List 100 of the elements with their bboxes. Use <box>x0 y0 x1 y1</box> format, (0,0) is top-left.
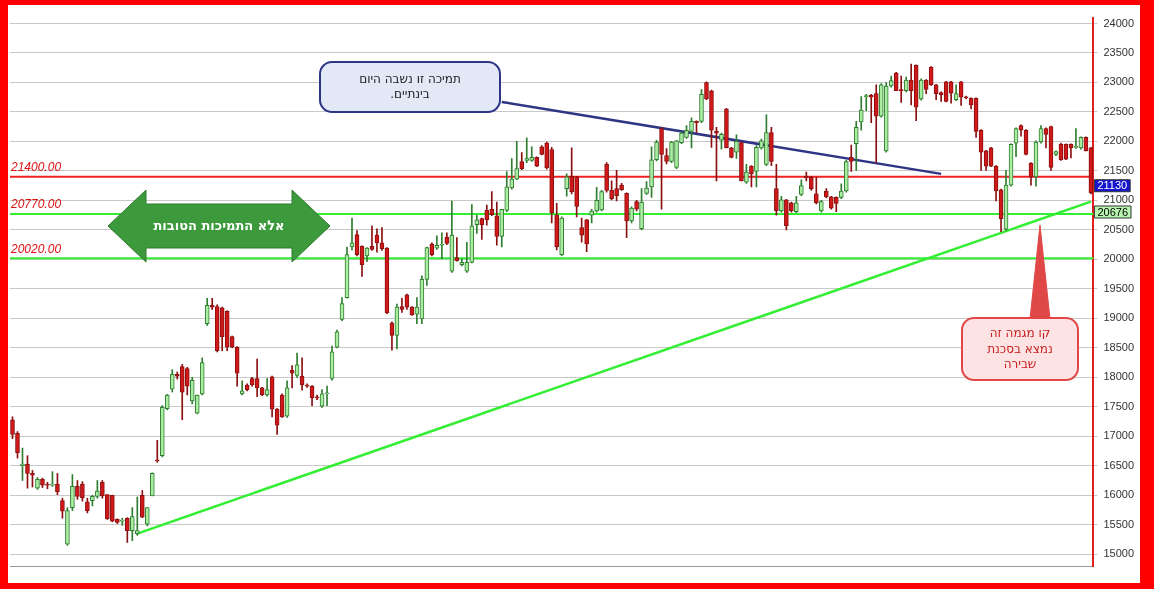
ref-line-label: 21400.00 <box>10 160 62 175</box>
candlestick <box>634 200 639 212</box>
y-tick-label: 24000 <box>1103 16 1135 29</box>
candlestick <box>474 214 480 234</box>
candlestick <box>594 187 599 213</box>
speech-bubble: קו מגמה זה נמצא בסכנת שבירה <box>961 224 1079 381</box>
candlestick <box>10 416 15 439</box>
y-tick-label: 20500 <box>1103 222 1135 235</box>
candlestick <box>754 145 759 188</box>
candlestick <box>729 147 734 159</box>
candlestick <box>50 471 55 487</box>
candlestick <box>559 216 565 257</box>
candlestick <box>749 165 754 188</box>
candlestick <box>30 470 35 488</box>
candlestick <box>659 126 664 210</box>
candlestick <box>80 481 85 502</box>
candlestick <box>105 494 110 520</box>
candlestick <box>65 507 70 546</box>
candlestick <box>609 180 614 201</box>
y-tick-label: 15000 <box>1103 547 1135 560</box>
candlestick <box>654 139 659 162</box>
candlestick <box>813 177 819 205</box>
candlestick <box>624 192 629 238</box>
candlestick <box>75 480 80 500</box>
candlestick <box>868 93 874 123</box>
candlestick <box>574 175 579 218</box>
candlestick <box>134 496 140 536</box>
candlestick <box>619 182 624 191</box>
candlestick <box>789 201 794 213</box>
candlestick <box>818 200 824 213</box>
y-tick-label: 17000 <box>1103 429 1135 442</box>
speech-bubble: תמיכה זו נשבה היום בינתיים. <box>319 61 501 113</box>
candlestick <box>529 146 535 162</box>
candlestick <box>139 490 145 518</box>
y-tick-label: 23000 <box>1103 75 1135 88</box>
candlestick <box>799 179 804 197</box>
ref-line-label: 20020.00 <box>10 241 62 256</box>
y-tick-label: 18000 <box>1103 370 1135 383</box>
candlestick <box>784 198 789 231</box>
candlestick <box>639 188 644 231</box>
candlestick <box>769 126 774 166</box>
y-tick-label: 23500 <box>1103 46 1135 59</box>
y-tick-label: 21500 <box>1103 163 1135 176</box>
candlestick <box>40 477 45 488</box>
candlestick <box>714 126 719 182</box>
annotation: תמיכה זו נשבה היום בינתיים. <box>359 71 461 102</box>
candlestick <box>110 494 115 523</box>
candlestick <box>95 480 100 499</box>
y-tick-label: 16500 <box>1103 458 1135 471</box>
candlestick <box>369 225 375 251</box>
y-tick-label: 15500 <box>1103 517 1135 530</box>
candlestick <box>579 217 584 243</box>
candlestick <box>209 297 215 310</box>
candlestick <box>304 383 310 388</box>
candlestick <box>454 237 460 262</box>
candlestick <box>100 480 105 499</box>
candlestick <box>599 190 604 212</box>
candlestick <box>1073 128 1079 149</box>
candlestick <box>629 206 634 224</box>
y-tick-label: 22500 <box>1103 104 1135 117</box>
candlestick <box>724 108 729 149</box>
candlestick <box>704 81 709 100</box>
candlestick <box>744 164 749 184</box>
annotation: קו מגמה זה נמצא בסכנת שבירה <box>987 325 1053 372</box>
y-tick-label: 18500 <box>1103 340 1135 353</box>
candlestick <box>679 131 684 145</box>
candlestick <box>764 114 769 166</box>
candlestick <box>644 181 649 195</box>
candlestick <box>699 89 704 123</box>
candlestick <box>90 494 95 507</box>
candlestick <box>709 89 714 148</box>
candlestick <box>649 146 654 198</box>
candlestick <box>739 141 744 182</box>
candlestick <box>734 134 739 159</box>
candlestick <box>614 170 619 202</box>
candlestick <box>759 138 764 150</box>
y-tick-label: 20000 <box>1103 252 1135 265</box>
candlestick <box>60 497 65 519</box>
y-tick-label: 17500 <box>1103 399 1135 412</box>
candlestick <box>684 125 689 139</box>
candlestick <box>439 232 445 260</box>
candlestick <box>125 517 130 543</box>
candlestick <box>774 164 779 216</box>
candlestick <box>664 148 669 165</box>
candlestick <box>324 385 330 406</box>
candlestick <box>15 431 20 459</box>
candlestick <box>604 162 609 193</box>
text: 20676 <box>1097 205 1129 218</box>
candlestick <box>848 144 854 172</box>
annotation: אלא התמיכות הטובות <box>153 217 285 233</box>
candlestick <box>55 473 60 495</box>
candlestick <box>85 497 90 514</box>
y-tick-label: 16000 <box>1103 488 1135 501</box>
candlestick <box>45 481 50 490</box>
y-tick-label: 21000 <box>1103 193 1135 206</box>
candlestick <box>564 173 570 197</box>
candlestick <box>289 365 295 389</box>
candlestick <box>129 507 135 541</box>
y-tick-label: 19000 <box>1103 311 1135 324</box>
double-arrow: אלא התמיכות הטובות <box>107 189 331 263</box>
